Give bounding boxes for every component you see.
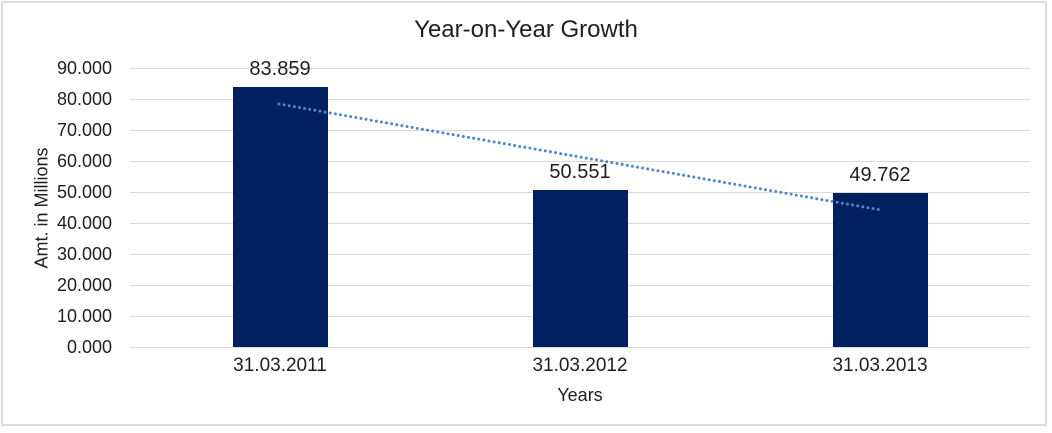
bar <box>832 192 928 347</box>
y-tick-label: 70.000 <box>56 120 112 140</box>
bar <box>232 87 328 347</box>
y-tick-label: 10.000 <box>56 306 112 326</box>
y-tick-label: 60.000 <box>56 151 112 171</box>
x-tick-label: 31.03.2011 <box>233 355 327 376</box>
gridline <box>130 68 1030 69</box>
bar-value-label: 50.551 <box>549 161 611 184</box>
bar <box>532 190 628 347</box>
x-axis-line <box>130 347 1030 348</box>
x-tick-label: 31.03.2012 <box>532 355 628 376</box>
y-tick-label: 20.000 <box>56 275 112 295</box>
x-tick-label: 31.03.2013 <box>832 355 928 376</box>
y-tick-label: 40.000 <box>56 213 112 233</box>
y-tick-label: 0.000 <box>66 337 112 357</box>
bar-value-label: 83.859 <box>249 58 311 81</box>
y-tick-label: 90.000 <box>56 58 112 78</box>
y-tick-label: 50.000 <box>56 182 112 202</box>
y-tick-label: 80.000 <box>56 89 112 109</box>
gridline <box>130 99 1030 100</box>
chart-title: Year-on-Year Growth <box>414 16 638 43</box>
x-axis-title: Years <box>557 385 603 405</box>
bar-value-label: 49.762 <box>849 163 911 186</box>
y-tick-label: 30.000 <box>56 244 112 264</box>
